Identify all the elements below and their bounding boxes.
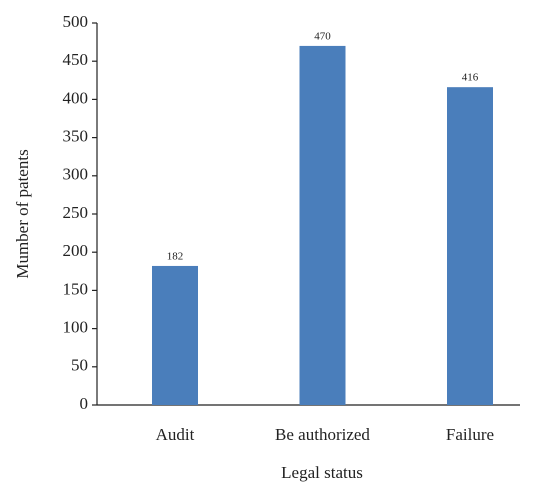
data-label: 416	[462, 72, 479, 84]
x-axis-title: Legal status	[281, 463, 363, 482]
y-tick-label: 350	[63, 127, 89, 146]
y-tick-label: 0	[80, 394, 89, 413]
data-label: 182	[167, 250, 184, 262]
y-tick-label: 500	[63, 12, 89, 31]
x-tick-label: Audit	[156, 425, 195, 444]
y-tick-label: 400	[63, 88, 89, 107]
y-tick-label: 250	[63, 203, 89, 222]
bar	[299, 45, 346, 406]
bar	[447, 87, 493, 406]
y-axis-title: Mumber of patents	[13, 149, 32, 278]
y-tick-label: 300	[63, 165, 89, 184]
y-tick-label: 450	[63, 50, 89, 69]
data-label: 470	[314, 30, 331, 42]
x-tick-label: Be authorized	[275, 425, 370, 444]
y-tick-label: 150	[63, 279, 89, 298]
x-tick-label: Failure	[446, 425, 494, 444]
y-tick-label: 50	[71, 356, 88, 375]
bar	[152, 265, 198, 405]
y-tick-label: 200	[63, 241, 89, 260]
y-tick-label: 100	[63, 318, 89, 337]
